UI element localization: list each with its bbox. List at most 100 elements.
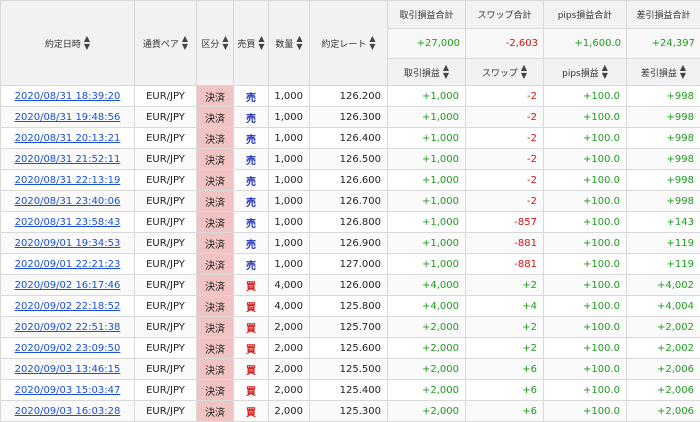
date-cell[interactable]: 2020/08/31 19:48:56 bbox=[1, 107, 135, 128]
side-cell: 売 bbox=[234, 107, 269, 128]
date-link[interactable]: 2020/09/01 19:34:53 bbox=[15, 238, 121, 249]
rate-cell: 125.300 bbox=[310, 401, 388, 422]
pair-cell: EUR/JPY bbox=[135, 128, 197, 149]
col-header-pips[interactable]: pips損益 ▲▼ bbox=[544, 59, 627, 86]
date-link[interactable]: 2020/08/31 22:13:19 bbox=[15, 175, 121, 186]
col-header-kind[interactable]: 区分 ▲▼ bbox=[197, 1, 234, 86]
swap-cell: +2 bbox=[466, 317, 544, 338]
date-link[interactable]: 2020/09/02 23:09:50 bbox=[15, 343, 121, 354]
sort-icon[interactable]: ▲▼ bbox=[258, 35, 264, 51]
sort-icon[interactable]: ▲▼ bbox=[222, 35, 228, 51]
date-cell[interactable]: 2020/09/02 22:18:52 bbox=[1, 296, 135, 317]
net-cell: +998 bbox=[627, 107, 700, 128]
pair-cell: EUR/JPY bbox=[135, 317, 197, 338]
date-link[interactable]: 2020/09/02 22:51:38 bbox=[15, 322, 121, 333]
date-cell[interactable]: 2020/09/03 16:03:28 bbox=[1, 401, 135, 422]
net-cell: +2,002 bbox=[627, 338, 700, 359]
pair-cell: EUR/JPY bbox=[135, 401, 197, 422]
date-link[interactable]: 2020/08/31 20:13:21 bbox=[15, 133, 121, 144]
side-cell: 買 bbox=[234, 401, 269, 422]
date-cell[interactable]: 2020/09/03 13:46:15 bbox=[1, 359, 135, 380]
side-cell: 売 bbox=[234, 128, 269, 149]
sort-icon[interactable]: ▲▼ bbox=[182, 35, 188, 51]
col-header-rate[interactable]: 約定レート ▲▼ bbox=[310, 1, 388, 86]
qty-cell: 2,000 bbox=[269, 359, 310, 380]
side-cell: 売 bbox=[234, 191, 269, 212]
rate-cell: 125.800 bbox=[310, 296, 388, 317]
swap-cell: -857 bbox=[466, 212, 544, 233]
net-cell: +143 bbox=[627, 212, 700, 233]
date-link[interactable]: 2020/09/02 22:18:52 bbox=[15, 301, 121, 312]
date-link[interactable]: 2020/09/01 22:21:23 bbox=[15, 259, 121, 270]
pl-cell: +1,000 bbox=[388, 191, 466, 212]
date-link[interactable]: 2020/08/31 23:58:43 bbox=[15, 217, 121, 228]
date-cell[interactable]: 2020/09/03 15:03:47 bbox=[1, 380, 135, 401]
sort-icon[interactable]: ▲▼ bbox=[443, 64, 449, 80]
pips-cell: +100.0 bbox=[544, 212, 627, 233]
date-cell[interactable]: 2020/09/02 23:09:50 bbox=[1, 338, 135, 359]
side-cell: 売 bbox=[234, 170, 269, 191]
date-cell[interactable]: 2020/08/31 23:40:06 bbox=[1, 191, 135, 212]
col-header-pair[interactable]: 通貨ペア ▲▼ bbox=[135, 1, 197, 86]
kind-cell: 決済 bbox=[197, 149, 234, 170]
net-total-header: 差引損益合計 bbox=[627, 1, 700, 29]
date-link[interactable]: 2020/09/03 16:03:28 bbox=[15, 406, 121, 417]
date-cell[interactable]: 2020/08/31 21:52:11 bbox=[1, 149, 135, 170]
pl-cell: +2,000 bbox=[388, 359, 466, 380]
sort-icon[interactable]: ▲▼ bbox=[602, 64, 608, 80]
pl-cell: +1,000 bbox=[388, 170, 466, 191]
pips-cell: +100.0 bbox=[544, 338, 627, 359]
pair-cell: EUR/JPY bbox=[135, 212, 197, 233]
pl-cell: +1,000 bbox=[388, 233, 466, 254]
swap-cell: +4 bbox=[466, 296, 544, 317]
col-header-qty[interactable]: 数量 ▲▼ bbox=[269, 1, 310, 86]
pair-cell: EUR/JPY bbox=[135, 149, 197, 170]
date-link[interactable]: 2020/08/31 23:40:06 bbox=[15, 196, 121, 207]
pl-cell: +1,000 bbox=[388, 212, 466, 233]
kind-cell: 決済 bbox=[197, 191, 234, 212]
date-cell[interactable]: 2020/09/01 22:21:23 bbox=[1, 254, 135, 275]
col-header-net[interactable]: 差引損益 ▲▼ bbox=[627, 59, 700, 86]
swap-cell: +2 bbox=[466, 275, 544, 296]
date-link[interactable]: 2020/08/31 21:52:11 bbox=[15, 154, 121, 165]
date-link[interactable]: 2020/09/03 15:03:47 bbox=[15, 385, 121, 396]
pl-cell: +2,000 bbox=[388, 317, 466, 338]
date-link[interactable]: 2020/09/03 13:46:15 bbox=[15, 364, 121, 375]
date-cell[interactable]: 2020/09/01 19:34:53 bbox=[1, 233, 135, 254]
date-link[interactable]: 2020/08/31 18:39:20 bbox=[15, 91, 121, 102]
date-cell[interactable]: 2020/08/31 23:58:43 bbox=[1, 212, 135, 233]
date-cell[interactable]: 2020/09/02 22:51:38 bbox=[1, 317, 135, 338]
sort-icon[interactable]: ▲▼ bbox=[84, 35, 90, 51]
pl-total-value: +27,000 bbox=[388, 29, 466, 59]
date-cell[interactable]: 2020/09/02 16:17:46 bbox=[1, 275, 135, 296]
net-cell: +4,002 bbox=[627, 275, 700, 296]
col-header-side[interactable]: 売買 ▲▼ bbox=[234, 1, 269, 86]
pair-cell: EUR/JPY bbox=[135, 380, 197, 401]
sort-icon[interactable]: ▲▼ bbox=[296, 35, 302, 51]
pair-cell: EUR/JPY bbox=[135, 233, 197, 254]
date-cell[interactable]: 2020/08/31 22:13:19 bbox=[1, 170, 135, 191]
sort-icon[interactable]: ▲▼ bbox=[369, 35, 375, 51]
side-cell: 買 bbox=[234, 275, 269, 296]
date-link[interactable]: 2020/08/31 19:48:56 bbox=[15, 112, 121, 123]
side-cell: 売 bbox=[234, 233, 269, 254]
sort-icon[interactable]: ▲▼ bbox=[680, 64, 686, 80]
col-header-qty-label: 数量 bbox=[275, 37, 293, 50]
side-cell: 買 bbox=[234, 338, 269, 359]
qty-cell: 1,000 bbox=[269, 86, 310, 107]
col-header-swap[interactable]: スワップ ▲▼ bbox=[466, 59, 544, 86]
sort-icon[interactable]: ▲▼ bbox=[521, 64, 527, 80]
kind-cell: 決済 bbox=[197, 380, 234, 401]
net-cell: +2,006 bbox=[627, 380, 700, 401]
col-header-date[interactable]: 約定日時 ▲▼ bbox=[1, 1, 135, 86]
qty-cell: 1,000 bbox=[269, 191, 310, 212]
col-header-pl[interactable]: 取引損益 ▲▼ bbox=[388, 59, 466, 86]
date-link[interactable]: 2020/09/02 16:17:46 bbox=[15, 280, 121, 291]
date-cell[interactable]: 2020/08/31 20:13:21 bbox=[1, 128, 135, 149]
net-cell: +998 bbox=[627, 149, 700, 170]
swap-total-header: スワップ合計 bbox=[466, 1, 544, 29]
date-cell[interactable]: 2020/08/31 18:39:20 bbox=[1, 86, 135, 107]
side-cell: 買 bbox=[234, 359, 269, 380]
col-header-kind-label: 区分 bbox=[201, 37, 219, 50]
